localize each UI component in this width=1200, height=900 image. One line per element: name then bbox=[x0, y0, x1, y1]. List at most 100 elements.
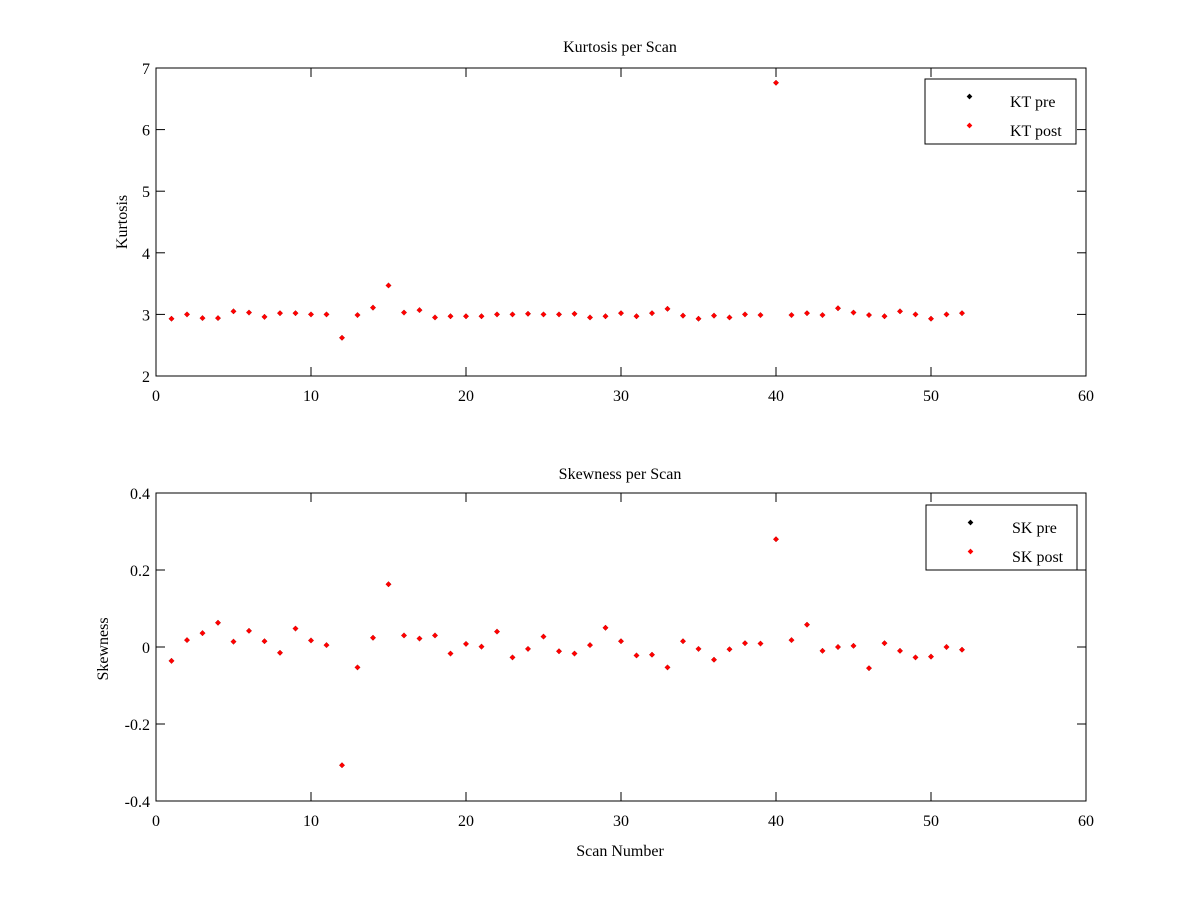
data-point-post bbox=[633, 652, 640, 659]
data-point-post bbox=[370, 304, 376, 311]
x-tick-label: 0 bbox=[152, 813, 160, 830]
data-point-post bbox=[447, 650, 454, 657]
legend-marker-sk-post bbox=[967, 548, 974, 555]
x-tick-label: 20 bbox=[458, 813, 474, 830]
plot-frame bbox=[155, 67, 1087, 377]
x-tick-label: 50 bbox=[923, 388, 939, 405]
x-tick-label: 20 bbox=[458, 388, 474, 405]
data-point-post bbox=[618, 638, 624, 645]
data-point-post bbox=[261, 638, 268, 645]
data-point-post bbox=[494, 628, 500, 635]
x-tick-label: 40 bbox=[768, 388, 784, 405]
data-point-post bbox=[819, 312, 826, 318]
data-point-post bbox=[835, 644, 841, 650]
x-tick-label: 60 bbox=[1078, 813, 1094, 830]
data-point-post bbox=[246, 628, 252, 634]
data-point-post bbox=[540, 311, 547, 318]
data-point-post bbox=[277, 649, 283, 656]
data-point-post bbox=[463, 313, 469, 320]
x-axis-label: Scan Number bbox=[576, 843, 664, 860]
data-point-post bbox=[587, 642, 593, 648]
legend-marker-kt-post bbox=[966, 122, 973, 129]
data-point-post bbox=[649, 310, 655, 316]
data-point-post bbox=[416, 307, 423, 313]
data-point-post bbox=[308, 637, 314, 644]
data-point-post bbox=[881, 313, 888, 320]
legend-marker-sk-pre bbox=[967, 519, 974, 526]
data-point-post bbox=[323, 642, 330, 648]
data-point-post bbox=[850, 643, 857, 649]
data-point-post bbox=[509, 654, 516, 661]
data-point-post bbox=[649, 651, 655, 658]
data-point-post bbox=[959, 646, 965, 653]
data-point-post bbox=[323, 311, 330, 318]
legend: SK pre SK post bbox=[925, 504, 1078, 571]
chart-title: Skewness per Scan bbox=[559, 466, 682, 483]
y-tick-label: 5 bbox=[142, 184, 150, 201]
data-point-post bbox=[168, 658, 175, 664]
data-point-post bbox=[525, 310, 531, 317]
data-points bbox=[168, 79, 965, 341]
data-point-post bbox=[711, 656, 717, 663]
data-point-post bbox=[757, 312, 764, 318]
data-point-post bbox=[571, 310, 578, 317]
y-tick-label: 7 bbox=[142, 61, 150, 78]
y-tick-label: -0.4 bbox=[125, 794, 150, 811]
data-point-post bbox=[587, 314, 593, 321]
data-point-post bbox=[354, 312, 361, 318]
data-point-post bbox=[184, 311, 190, 318]
data-point-post bbox=[184, 637, 190, 643]
data-point-post bbox=[726, 314, 733, 321]
data-point-post bbox=[292, 310, 299, 316]
data-point-post bbox=[680, 312, 686, 319]
data-point-post bbox=[556, 648, 562, 655]
y-axis-label: Kurtosis bbox=[114, 195, 131, 249]
data-point-post bbox=[447, 313, 454, 320]
data-point-post bbox=[494, 311, 500, 318]
data-point-post bbox=[339, 762, 345, 769]
y-tick-label: 3 bbox=[142, 307, 150, 324]
data-point-post bbox=[866, 665, 872, 672]
data-point-post bbox=[401, 632, 407, 639]
data-point-post bbox=[602, 624, 609, 631]
y-tick-label: 0.2 bbox=[130, 563, 150, 580]
y-axis-label: Skewness bbox=[95, 617, 112, 680]
data-point-post bbox=[928, 315, 934, 322]
data-point-post bbox=[742, 311, 748, 318]
axis-ticks: 0 10 20 30 40 50 60 -0.4 -0.2 0 0.2 0.4 bbox=[125, 486, 1094, 830]
data-point-post bbox=[432, 632, 438, 639]
data-point-post bbox=[897, 308, 903, 315]
data-point-post bbox=[695, 646, 702, 652]
data-point-post bbox=[199, 315, 206, 321]
axis-ticks: 0 10 20 30 40 50 60 2 3 4 5 6 7 bbox=[142, 61, 1094, 405]
data-point-post bbox=[726, 646, 733, 653]
x-tick-label: 30 bbox=[613, 388, 629, 405]
data-point-post bbox=[664, 664, 671, 671]
x-tick-label: 10 bbox=[303, 813, 319, 830]
data-point-post bbox=[804, 621, 810, 628]
data-point-post bbox=[835, 305, 841, 312]
data-point-post bbox=[385, 282, 392, 289]
data-point-post bbox=[618, 310, 624, 316]
data-point-post bbox=[339, 334, 345, 341]
data-points bbox=[168, 536, 965, 769]
data-point-post bbox=[912, 654, 919, 661]
data-point-post bbox=[385, 581, 392, 588]
data-point-post bbox=[695, 315, 702, 322]
data-point-post bbox=[292, 625, 299, 632]
legend-box bbox=[925, 504, 1078, 571]
data-point-post bbox=[943, 311, 950, 318]
data-point-post bbox=[478, 643, 485, 650]
data-point-post bbox=[959, 310, 965, 316]
data-point-post bbox=[308, 311, 314, 318]
data-point-post bbox=[680, 638, 686, 645]
y-tick-label: 6 bbox=[142, 123, 150, 140]
data-point-post bbox=[711, 312, 717, 319]
legend-box bbox=[924, 78, 1077, 145]
y-tick-label: 2 bbox=[142, 369, 150, 386]
data-point-post bbox=[757, 640, 764, 647]
x-tick-label: 40 bbox=[768, 813, 784, 830]
x-tick-label: 50 bbox=[923, 813, 939, 830]
x-tick-label: 30 bbox=[613, 813, 629, 830]
data-point-post bbox=[742, 640, 748, 646]
